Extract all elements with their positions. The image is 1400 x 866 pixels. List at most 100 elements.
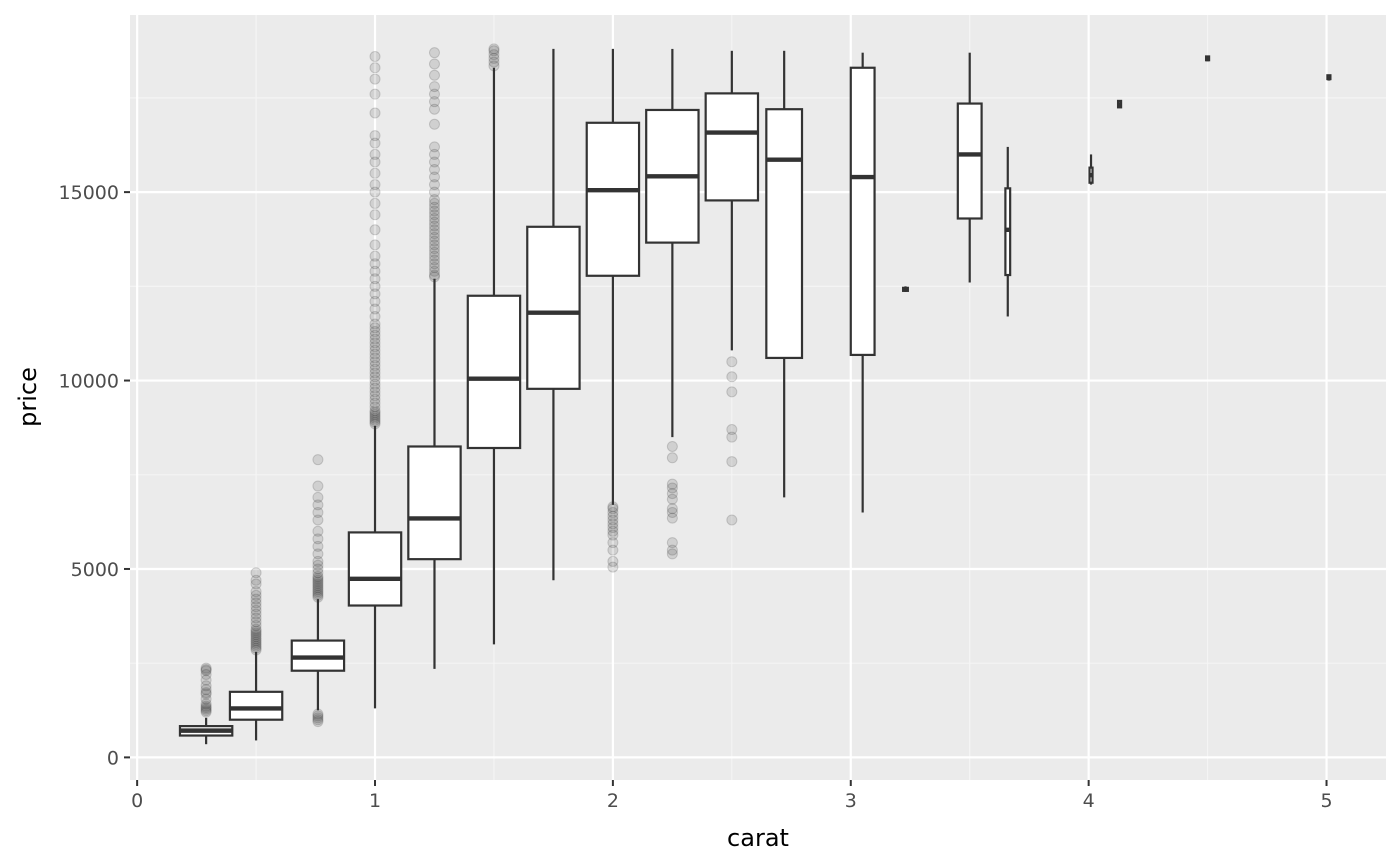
outlier-point (607, 529, 619, 541)
outlier-point (369, 88, 381, 100)
outlier-point (428, 220, 440, 232)
outlier-point (250, 616, 262, 628)
outlier-point (428, 231, 440, 243)
outlier-point (369, 356, 381, 368)
outlier-point (607, 561, 619, 573)
outlier-point (428, 81, 440, 93)
outlier-point (312, 540, 324, 552)
outlier-point (369, 333, 381, 345)
outlier-point (312, 582, 324, 594)
outlier-point (666, 548, 678, 560)
outlier-point (726, 431, 738, 443)
outlier-point (369, 348, 381, 360)
outlier-point (250, 608, 262, 620)
outlier-point (369, 367, 381, 379)
outlier-point (369, 410, 381, 422)
outlier-point (200, 705, 212, 717)
outlier-point (428, 261, 440, 273)
outlier-point (726, 514, 738, 526)
outlier-point (312, 506, 324, 518)
outlier-point (369, 73, 381, 85)
outlier-point (200, 687, 212, 699)
outlier-point (428, 197, 440, 209)
outlier-point (369, 401, 381, 413)
outlier-point (312, 572, 324, 584)
outlier-point (428, 201, 440, 213)
outlier-point (726, 356, 738, 368)
outlier-points (200, 43, 738, 728)
outlier-point (312, 525, 324, 537)
outlier-point (369, 179, 381, 191)
box-body (956, 102, 983, 220)
outlier-point (726, 371, 738, 383)
outlier-point (428, 243, 440, 255)
outlier-point (607, 518, 619, 530)
x-axis: 0 1 2 3 4 5 (131, 780, 1333, 812)
outlier-point (250, 638, 262, 650)
box-body (849, 66, 876, 357)
outlier-point (369, 310, 381, 322)
outlier-point (428, 250, 440, 262)
outlier-point (666, 537, 678, 549)
outlier-point (369, 386, 381, 398)
outlier-point (428, 47, 440, 59)
outlier-point (369, 412, 381, 424)
outlier-point (428, 171, 440, 183)
outlier-point (607, 514, 619, 526)
outlier-point (369, 250, 381, 262)
x-tick-label: 5 (1320, 790, 1332, 812)
outlier-point (607, 537, 619, 549)
outlier-point (666, 506, 678, 518)
outlier-point (369, 405, 381, 417)
outlier-point (488, 56, 500, 68)
outlier-point (369, 363, 381, 375)
outlier-point (200, 688, 212, 700)
outlier-point (428, 258, 440, 270)
box-body (526, 225, 581, 390)
outlier-point (369, 393, 381, 405)
outlier-point (250, 597, 262, 609)
outlier-point (250, 635, 262, 647)
outlier-point (312, 548, 324, 560)
outlier-point (200, 668, 212, 680)
x-tick-label: 4 (1083, 790, 1095, 812)
outlier-point (428, 118, 440, 130)
outlier-point (369, 326, 381, 338)
outlier-point (250, 604, 262, 616)
outlier-point (369, 148, 381, 160)
outlier-point (200, 664, 212, 676)
outlier-point (312, 571, 324, 583)
outlier-point (369, 352, 381, 364)
outlier-point (428, 216, 440, 228)
outlier-point (369, 265, 381, 277)
outlier-point (250, 574, 262, 586)
outlier-point (666, 452, 678, 464)
box-body (585, 121, 641, 277)
outlier-point (312, 587, 324, 599)
outlier-point (666, 503, 678, 515)
outlier-point (428, 96, 440, 108)
outlier-point (312, 584, 324, 596)
outlier-point (369, 407, 381, 419)
outlier-point (200, 680, 212, 692)
outlier-point (607, 510, 619, 522)
box-body (228, 690, 284, 721)
outlier-point (428, 179, 440, 191)
outlier-point (666, 440, 678, 452)
outlier-point (666, 482, 678, 494)
outlier-point (200, 706, 212, 718)
x-tick-label: 0 (131, 790, 143, 812)
outlier-point (369, 341, 381, 353)
outlier-point (312, 555, 324, 567)
outlier-point (312, 514, 324, 526)
outlier-point (250, 636, 262, 648)
outlier-point (369, 322, 381, 334)
outlier-point (369, 397, 381, 409)
outlier-point (312, 533, 324, 545)
outlier-point (250, 589, 262, 601)
outlier-point (312, 710, 324, 722)
outlier-point (428, 228, 440, 240)
x-tick-label: 2 (607, 790, 619, 812)
outlier-point (369, 224, 381, 236)
